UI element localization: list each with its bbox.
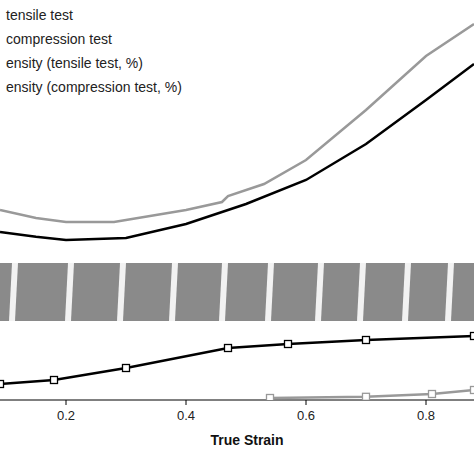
series-marker — [363, 337, 370, 344]
series-marker — [285, 341, 292, 348]
series-marker — [429, 391, 436, 398]
series-line — [0, 24, 474, 222]
x-tick — [426, 400, 427, 405]
legend-label: ensity (compression test, %) — [6, 79, 182, 95]
photo-stripe — [402, 263, 411, 321]
series-line — [270, 390, 474, 398]
chart: 0.2 0.4 0.6 0.8 True Strain tensile test compr… — [0, 0, 474, 474]
x-axis-title: True Strain — [210, 432, 283, 448]
axes: 0.2 0.4 0.6 0.8 — [0, 400, 474, 423]
x-tick-label: 0.2 — [57, 408, 75, 423]
photo-ground — [0, 263, 474, 321]
legend-label: ensity (tensile test, %) — [6, 55, 143, 71]
photo-stripe — [445, 263, 454, 321]
x-tick-label: 0.6 — [297, 408, 315, 423]
series-line — [0, 64, 474, 240]
photo-stripe — [169, 263, 178, 321]
series-marker — [225, 345, 232, 352]
photo-stripe — [265, 263, 274, 321]
series-marker — [471, 333, 474, 340]
photo-stripe — [219, 263, 228, 321]
specimen-photo — [0, 263, 474, 321]
x-tick-label: 0.4 — [177, 408, 195, 423]
legend: tensile test compression test ensity (tens… — [6, 7, 182, 95]
series-marker — [363, 393, 370, 400]
x-tick — [186, 400, 187, 405]
x-tick-label: 0.8 — [417, 408, 435, 423]
x-axis-line — [0, 400, 474, 401]
photo-stripe — [65, 263, 74, 321]
series-marker — [471, 387, 474, 394]
series-marker — [267, 395, 274, 401]
x-tick — [306, 400, 307, 405]
plot-area — [0, 24, 474, 400]
series-marker — [0, 381, 4, 388]
legend-label: tensile test — [6, 7, 73, 23]
photo-stripe — [357, 263, 366, 321]
photo-stripe — [117, 263, 126, 321]
legend-label: compression test — [6, 31, 112, 47]
photo-stripe — [9, 263, 18, 321]
series-marker — [51, 377, 58, 384]
series-line — [0, 336, 474, 384]
photo-stripe — [315, 263, 324, 321]
x-tick — [66, 400, 67, 405]
series-marker — [123, 365, 130, 372]
